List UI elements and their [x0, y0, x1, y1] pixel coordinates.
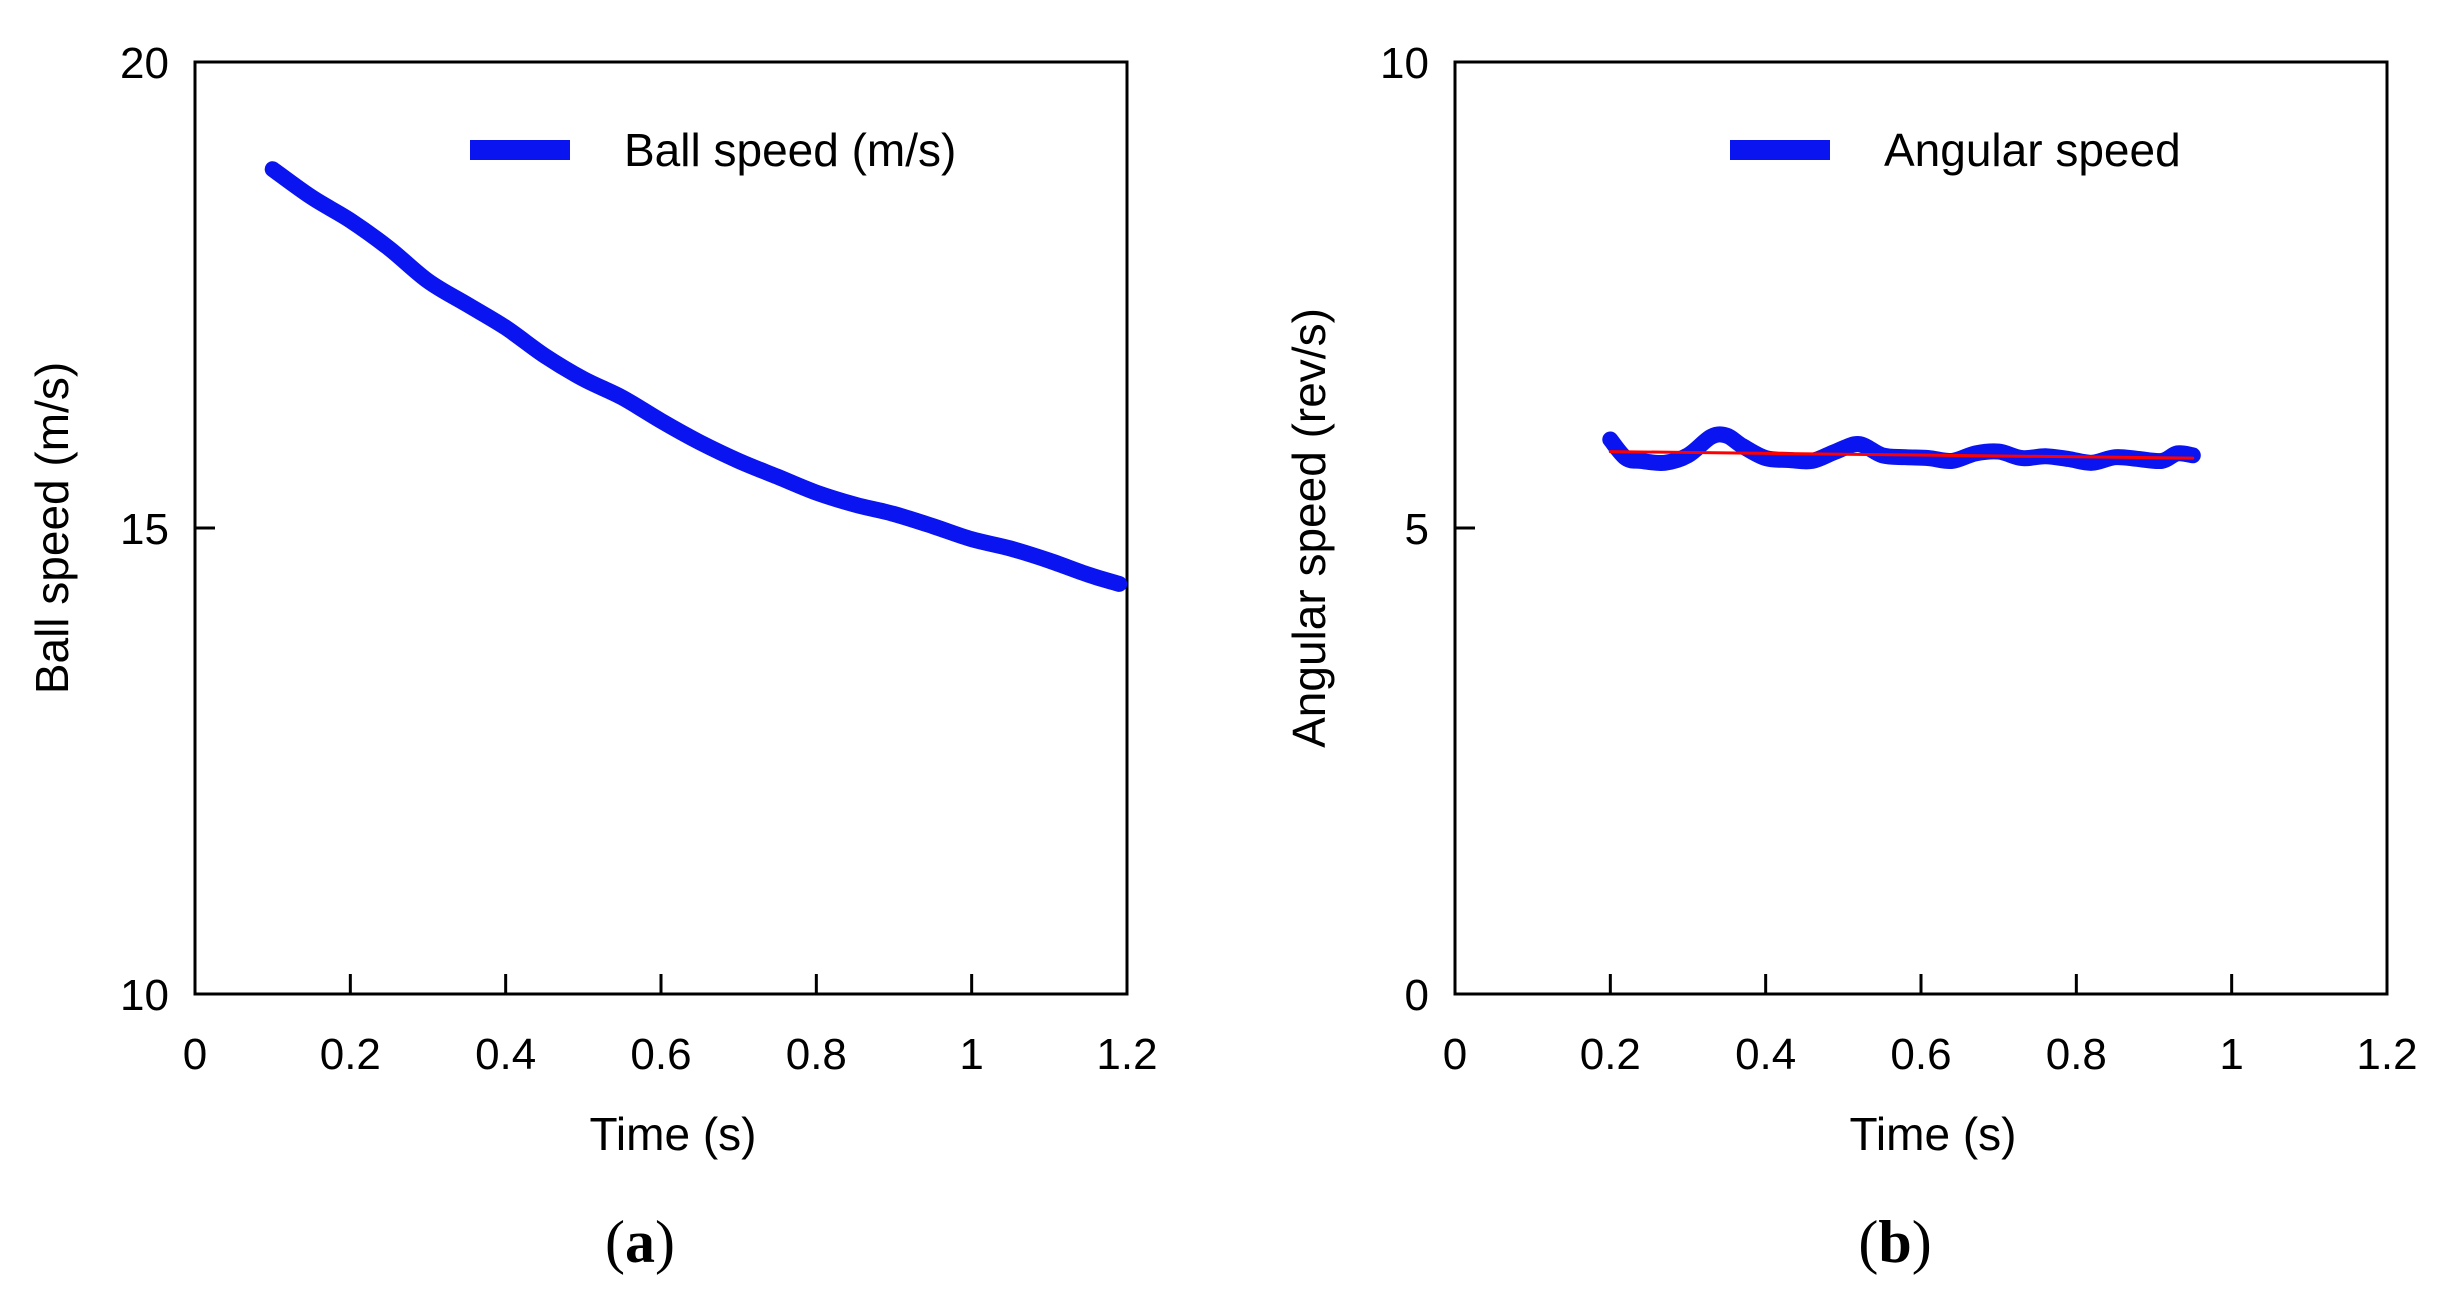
y-tick-label: 0: [1405, 971, 1429, 1020]
panel-caption-a: (a): [605, 1209, 675, 1275]
y-tick-label: 5: [1405, 505, 1429, 554]
panel-caption-b: (b): [1858, 1209, 1931, 1275]
series-line-ball-speed-m-s: [264, 161, 1128, 592]
chart-panel-a: 0 0.2 0.4 0.6 0.8 1 1.2 10 15 20 Ball speed (m/s…: [26, 39, 1158, 1275]
chart-panel-b: 0 0.2 0.4 0.6 0.8 1 1.2 0 5 10 Angular speed Tim…: [1283, 39, 2418, 1275]
y-ticks-b: 0 5 10: [1380, 39, 1475, 1020]
x-ticks-a: 0 0.2 0.4 0.6 0.8 1 1.2: [183, 974, 1158, 1079]
plot-area-a: [193, 60, 1129, 996]
series-line-angular-speed: [1602, 426, 2201, 472]
x-tick-label: 0.6: [1890, 1030, 1951, 1079]
plot-area-b: [1453, 60, 2389, 996]
y-axis-title-a: Ball speed (m/s): [26, 362, 78, 694]
y-axis-title-b: Angular speed (rev/s): [1283, 308, 1335, 748]
x-tick-label: 0.2: [1580, 1030, 1641, 1079]
y-ticks-a: 10 15 20: [120, 39, 215, 1020]
x-ticks-b: 0 0.2 0.4 0.6 0.8 1 1.2: [1443, 974, 2418, 1079]
y-tick-label: 10: [1380, 39, 1429, 88]
x-tick-label: 0.6: [630, 1030, 691, 1079]
series-group-a: [264, 161, 1128, 592]
x-tick-label: 0.8: [786, 1030, 847, 1079]
series-group-b: [1602, 426, 2201, 472]
x-tick-label: 1: [959, 1030, 983, 1079]
y-tick-label: 15: [120, 505, 169, 554]
x-axis-title-a: Time (s): [590, 1108, 757, 1160]
x-tick-label: 0: [1443, 1030, 1467, 1079]
x-axis-title-b: Time (s): [1850, 1108, 2017, 1160]
x-tick-label: 0.4: [475, 1030, 536, 1079]
x-tick-label: 1: [2219, 1030, 2243, 1079]
y-tick-label: 20: [120, 39, 169, 88]
legend-a: Ball speed (m/s): [470, 124, 956, 176]
legend-label-angular-speed: Angular speed: [1884, 124, 2181, 176]
panel-caption-b-letter: b: [1878, 1209, 1911, 1275]
panel-caption-a-letter: a: [625, 1209, 655, 1275]
x-tick-label: 0: [183, 1030, 207, 1079]
series-line-linear-fit: [1608, 450, 2195, 460]
x-tick-label: 0.4: [1735, 1030, 1796, 1079]
y-tick-label: 10: [120, 971, 169, 1020]
x-tick-label: 0.2: [320, 1030, 381, 1079]
legend-b: Angular speed: [1730, 124, 2181, 176]
x-tick-label: 1.2: [2356, 1030, 2417, 1079]
legend-label-ball-speed: Ball speed (m/s): [624, 124, 956, 176]
x-tick-label: 1.2: [1096, 1030, 1157, 1079]
x-tick-label: 0.8: [2046, 1030, 2107, 1079]
